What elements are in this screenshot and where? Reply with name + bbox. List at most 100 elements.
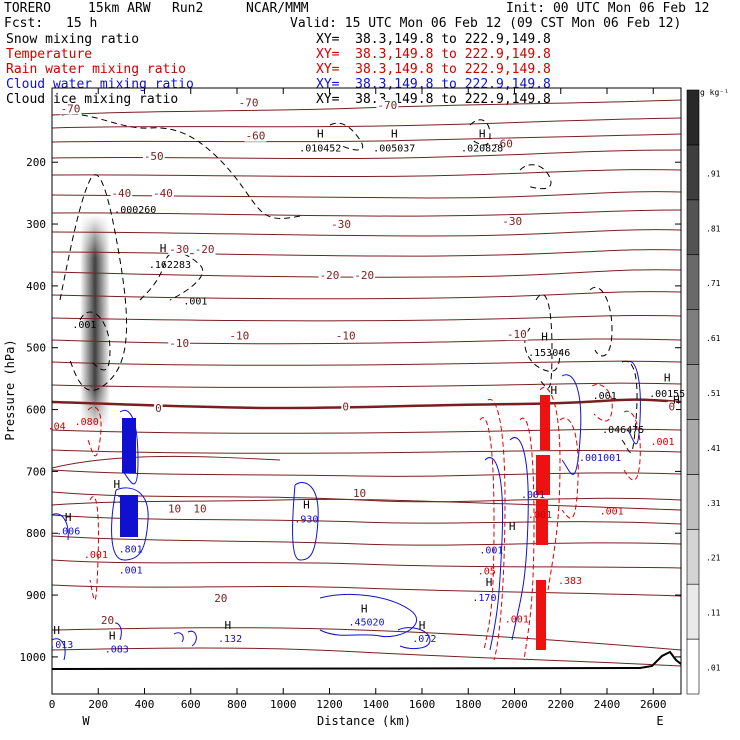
- cloud-water-core: [120, 495, 138, 537]
- temperature-label: -10: [336, 329, 356, 342]
- isotherm: [52, 455, 281, 469]
- isotherm: [52, 469, 681, 477]
- maximum-label: .930: [294, 515, 318, 526]
- legend-snow-name: Snow mixing ratio: [6, 32, 140, 47]
- maximum-label: .001: [72, 320, 96, 331]
- freezing-level-line: [52, 398, 681, 410]
- maximum-label: .132: [218, 634, 242, 645]
- colorbar-swatch: [686, 528, 700, 585]
- y-tick-label: 600: [26, 404, 46, 417]
- maximum-label: .001: [650, 437, 674, 448]
- temperature-label: 20: [101, 614, 114, 627]
- x-tick-label: 2200: [548, 698, 575, 711]
- temperature-label: -20: [354, 269, 374, 282]
- temperature-labels: -70 -70 -70 -60 -60 -50 -40 -40 -30 -30 -30 -20 -20 -…: [59, 96, 677, 627]
- x-tick-label: 200: [88, 698, 108, 711]
- temperature-label-bg: [154, 402, 163, 414]
- maximum-label: .05: [478, 567, 496, 578]
- temperature-label-bg: [334, 330, 357, 342]
- temperature-label: 10: [168, 503, 181, 516]
- temperature-label: 0: [155, 402, 162, 415]
- rain-contour: [487, 398, 506, 661]
- temperature-label-bg: [376, 99, 399, 111]
- cloud-water-core: [122, 418, 136, 473]
- y-tick-label: 400: [26, 280, 46, 293]
- colorbar-swatch: [686, 89, 700, 146]
- maximum-label: .001: [183, 296, 207, 307]
- colorbar-label: .11: [706, 609, 721, 618]
- high-marker: H: [361, 602, 368, 615]
- temperature-label-bg: [492, 138, 514, 150]
- maximum-label: .001: [84, 550, 108, 561]
- colorbar-swatch: [686, 364, 700, 420]
- maximum-label: .04: [48, 421, 66, 432]
- temperature-label-bg: [244, 130, 267, 142]
- high-marker: H: [673, 393, 680, 406]
- snow-shading-fade: [80, 215, 110, 430]
- colorbar-swatch: [686, 638, 700, 695]
- temperature-label-bg: [341, 401, 350, 413]
- high-marker: H: [486, 576, 493, 589]
- legend-rain-xy: XY= 38.3,149.8 to 222.9,149.8: [316, 62, 551, 77]
- rain-contour: [539, 387, 561, 591]
- x-tick-label: 1000: [270, 698, 297, 711]
- temperature-label: -30: [502, 215, 522, 228]
- isotherm: [52, 99, 681, 116]
- legend-temperature-xy: XY= 38.3,149.8 to 222.9,149.8: [316, 47, 551, 62]
- forecast-label: Fcst:: [4, 16, 44, 31]
- maximum-label: .083: [105, 645, 129, 656]
- colorbar: g kg⁻¹ .01 .11 .21 .31 .41 .51 .61 .71 .81 .91: [686, 88, 729, 695]
- x-tick-label: 1200: [316, 698, 343, 711]
- isotherm: [52, 449, 681, 454]
- cloud-water-contour: [173, 632, 184, 643]
- maximum-label: .153046: [528, 348, 570, 359]
- x-tick-label: 1400: [363, 698, 390, 711]
- x-tick-label: 800: [227, 698, 247, 711]
- run-label: Run2: [172, 1, 204, 16]
- high-marker: H: [53, 624, 60, 637]
- temperature-label: -70: [61, 102, 81, 115]
- y-tick-label: 900: [26, 589, 46, 602]
- snow-contour: [519, 164, 552, 190]
- high-marker: H: [160, 242, 167, 255]
- rain-contour: [591, 384, 613, 422]
- high-marker: H: [65, 511, 72, 524]
- temperature-label: -60: [246, 130, 266, 143]
- rain-contour: [559, 417, 579, 519]
- high-marker: H: [109, 630, 116, 643]
- temperature-label: 10: [353, 487, 366, 500]
- temperature-label: -40: [153, 187, 173, 200]
- temperature-label: -10: [169, 337, 189, 350]
- maximum-label: .001: [119, 565, 143, 576]
- isotherm: [52, 514, 681, 525]
- maximum-label: .383: [558, 576, 582, 587]
- snow-contour: [139, 251, 203, 301]
- temperature-label: -30: [331, 218, 351, 231]
- y-axis-title: Pressure (hPa): [3, 339, 17, 440]
- isotherm: [52, 382, 681, 388]
- x-tick-label: 2600: [640, 698, 667, 711]
- rain-cores: [536, 395, 550, 650]
- snow-contour: [59, 174, 128, 391]
- colorbar-swatch: [686, 583, 700, 640]
- temperature-label-bg: [351, 488, 368, 500]
- init-time: Init: 00 UTC Mon 06 Feb 12: [506, 1, 710, 16]
- isotherm: [52, 360, 681, 366]
- y-tick-label: 700: [26, 465, 46, 478]
- snow-contour: [469, 119, 491, 146]
- cloud-water-contour: [561, 374, 582, 475]
- maximum-label: .801: [119, 544, 143, 555]
- x-tick-label: 1600: [409, 698, 436, 711]
- high-marker: H: [479, 127, 486, 140]
- isotherm: [52, 191, 681, 199]
- forecast-hour: 15 h: [66, 16, 98, 31]
- maximum-label: .001: [521, 490, 545, 501]
- temperature-label-bg: [213, 593, 229, 605]
- maximum-label: .006: [56, 526, 80, 537]
- maximum-label: .010452: [299, 144, 341, 155]
- temperature-label: -60: [493, 138, 513, 151]
- colorbar-swatch: [686, 254, 700, 310]
- high-marker: H: [224, 619, 231, 632]
- rain-contours: [87, 384, 641, 661]
